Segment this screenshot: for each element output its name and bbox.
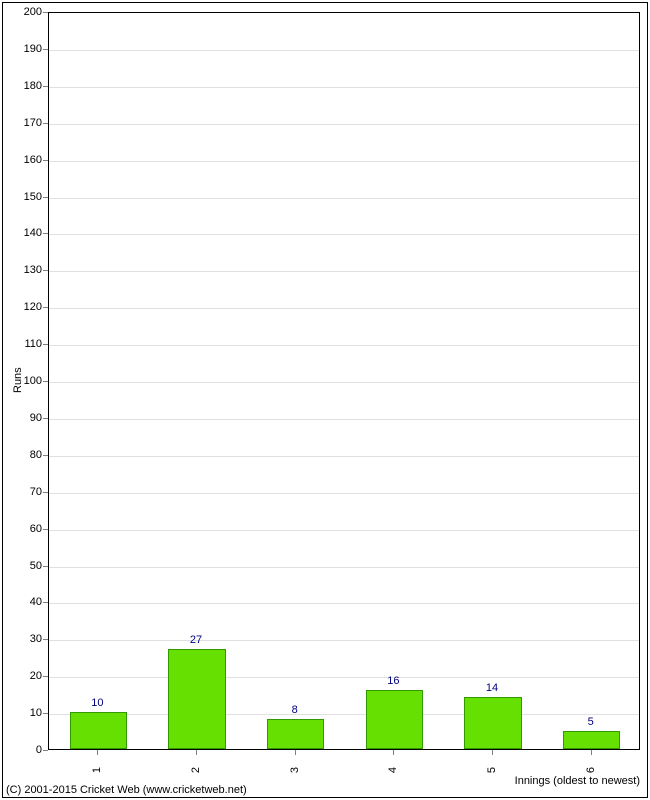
gridline xyxy=(49,382,639,383)
bar xyxy=(267,719,324,749)
ytick-mark xyxy=(43,639,48,640)
bar-value-label: 8 xyxy=(292,704,298,716)
gridline xyxy=(49,714,639,715)
ytick-label: 170 xyxy=(18,117,42,129)
ytick-mark xyxy=(43,307,48,308)
ytick-label: 70 xyxy=(18,486,42,498)
gridline xyxy=(49,161,639,162)
bar xyxy=(464,697,521,749)
ytick-label: 130 xyxy=(18,264,42,276)
bar-value-label: 5 xyxy=(588,716,594,728)
ytick-label: 60 xyxy=(18,523,42,535)
runs-bar-chart: 0102030405060708090100110120130140150160… xyxy=(0,0,650,800)
gridline xyxy=(49,50,639,51)
gridline xyxy=(49,271,639,272)
xtick-mark xyxy=(97,750,98,755)
ytick-label: 80 xyxy=(18,449,42,461)
ytick-label: 90 xyxy=(18,412,42,424)
ytick-mark xyxy=(43,381,48,382)
ytick-mark xyxy=(43,197,48,198)
xtick-mark xyxy=(393,750,394,755)
ytick-mark xyxy=(43,49,48,50)
ytick-label: 160 xyxy=(18,154,42,166)
xtick-label: 2 xyxy=(190,767,202,773)
ytick-mark xyxy=(43,12,48,13)
ytick-mark xyxy=(43,418,48,419)
gridline xyxy=(49,345,639,346)
ytick-mark xyxy=(43,566,48,567)
ytick-label: 10 xyxy=(18,707,42,719)
gridline xyxy=(49,87,639,88)
ytick-label: 180 xyxy=(18,80,42,92)
xtick-label: 6 xyxy=(585,767,597,773)
bar xyxy=(168,649,225,749)
gridline xyxy=(49,603,639,604)
ytick-mark xyxy=(43,750,48,751)
bar-value-label: 10 xyxy=(91,697,103,709)
gridline xyxy=(49,308,639,309)
gridline xyxy=(49,567,639,568)
gridline xyxy=(49,640,639,641)
ytick-label: 30 xyxy=(18,633,42,645)
ytick-label: 200 xyxy=(18,6,42,18)
xtick-mark xyxy=(295,750,296,755)
ytick-label: 0 xyxy=(18,744,42,756)
ytick-label: 190 xyxy=(18,43,42,55)
gridline xyxy=(49,493,639,494)
ytick-mark xyxy=(43,713,48,714)
xtick-label: 5 xyxy=(486,767,498,773)
ytick-mark xyxy=(43,270,48,271)
gridline xyxy=(49,234,639,235)
gridline xyxy=(49,456,639,457)
bar-value-label: 16 xyxy=(387,675,399,687)
bar xyxy=(366,690,423,749)
ytick-label: 40 xyxy=(18,596,42,608)
ytick-label: 50 xyxy=(18,560,42,572)
bar xyxy=(70,712,127,749)
xtick-mark xyxy=(196,750,197,755)
ytick-mark xyxy=(43,492,48,493)
ytick-mark xyxy=(43,160,48,161)
plot-area xyxy=(48,12,640,750)
gridline xyxy=(49,677,639,678)
xtick-mark xyxy=(492,750,493,755)
gridline xyxy=(49,530,639,531)
x-axis-label: Innings (oldest to newest) xyxy=(515,775,640,787)
xtick-label: 3 xyxy=(289,767,301,773)
ytick-mark xyxy=(43,676,48,677)
bar-value-label: 27 xyxy=(190,634,202,646)
bar-value-label: 14 xyxy=(486,682,498,694)
bar xyxy=(563,731,620,749)
ytick-mark xyxy=(43,233,48,234)
ytick-mark xyxy=(43,86,48,87)
xtick-mark xyxy=(591,750,592,755)
ytick-mark xyxy=(43,455,48,456)
copyright-footer: (C) 2001-2015 Cricket Web (www.cricketwe… xyxy=(6,784,247,796)
ytick-label: 150 xyxy=(18,191,42,203)
ytick-mark xyxy=(43,529,48,530)
ytick-mark xyxy=(43,602,48,603)
gridline xyxy=(49,124,639,125)
ytick-mark xyxy=(43,123,48,124)
xtick-label: 4 xyxy=(387,767,399,773)
ytick-label: 140 xyxy=(18,227,42,239)
xtick-label: 1 xyxy=(91,767,103,773)
ytick-label: 120 xyxy=(18,301,42,313)
ytick-label: 20 xyxy=(18,670,42,682)
y-axis-label: Runs xyxy=(12,367,24,393)
ytick-mark xyxy=(43,344,48,345)
gridline xyxy=(49,419,639,420)
gridline xyxy=(49,198,639,199)
ytick-label: 110 xyxy=(18,338,42,350)
